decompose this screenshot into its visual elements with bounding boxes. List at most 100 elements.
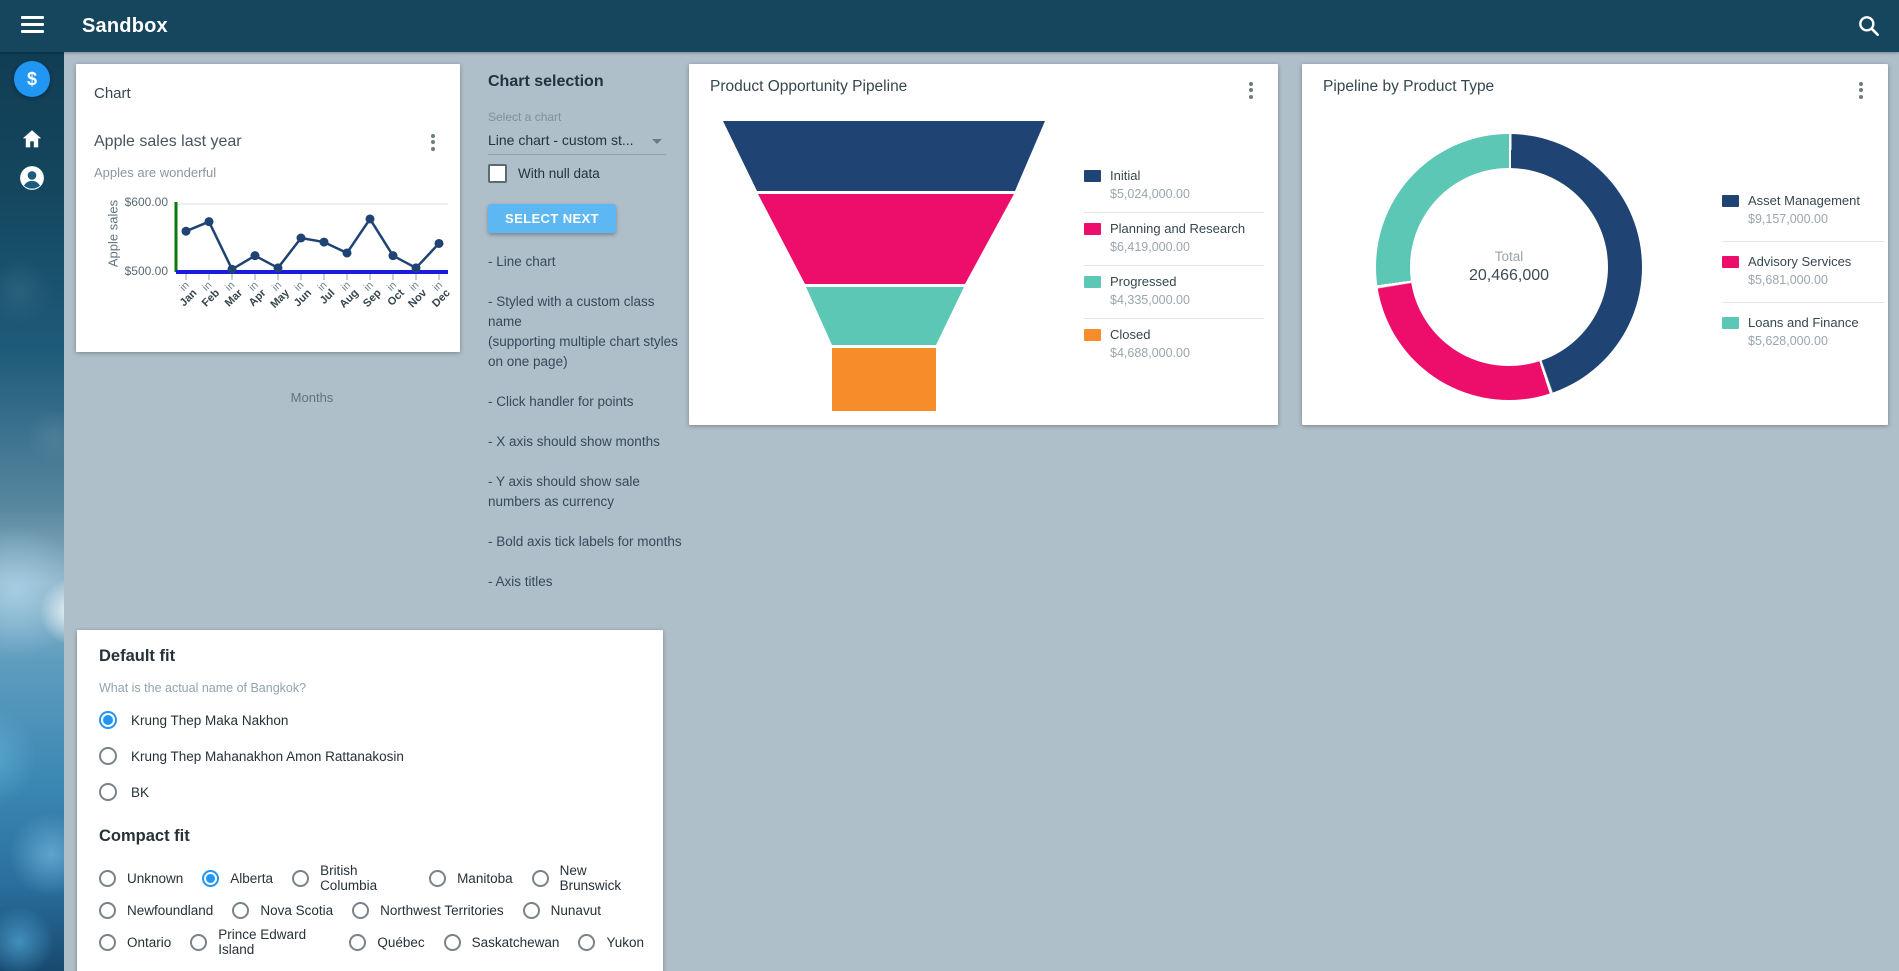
data-point-Mar[interactable] [227,264,237,274]
radio-option-nova-scotia[interactable]: Nova Scotia [232,894,333,926]
panel-title: Chart selection [488,73,604,90]
data-point-Oct[interactable] [388,251,398,261]
legend-value: $6,419,000.00 [1110,240,1190,254]
data-point-Aug[interactable] [342,248,352,258]
radio-option-ontario[interactable]: Ontario [99,926,171,958]
radio-icon [99,711,117,729]
card-title: Pipeline by Product Type [1323,78,1495,95]
radio-row: Ontario Prince Edward Island Québec Saskatc… [99,926,663,958]
legend-name: Progressed [1110,274,1177,289]
legend-name: Initial [1110,168,1141,183]
checkbox-label: With null data [518,166,600,181]
radio-icon [349,933,367,951]
radio-icon [99,933,116,951]
sidebar-item-account[interactable] [14,160,50,196]
search-button[interactable] [1856,13,1882,39]
legend-swatch-icon [1722,195,1739,207]
sidebar-item-home[interactable] [14,121,50,157]
radio-option-yukon[interactable]: Yukon [578,926,644,958]
radio-option-alberta[interactable]: Alberta [202,862,273,894]
legend-value: $9,157,000.00 [1748,212,1828,226]
legend-swatch-icon [1084,329,1101,341]
legend-value: $4,335,000.00 [1110,293,1190,307]
more-options-button[interactable] [1850,76,1872,100]
legend-name: Closed [1110,327,1151,342]
search-icon [1859,16,1879,36]
radio-label: Québec [377,934,425,950]
radio-label: Manitoba [457,870,513,886]
radio-option-nunavut[interactable]: Nunavut [522,894,601,926]
apple-chart-card: Chart Apple sales last year Apples are w… [76,64,460,405]
radio-icon [99,869,116,887]
data-point-Jul[interactable] [319,237,329,247]
chart-subtitle: Apples are wonderful [94,165,217,180]
legend-value: $4,688,000.00 [1110,346,1190,360]
radio-icon [531,869,549,887]
radio-icon [99,783,117,801]
data-point-Nov[interactable] [411,263,421,273]
legend-value: $5,681,000.00 [1748,273,1828,287]
sidebar-item-sales[interactable]: $ [14,61,50,97]
data-point-Apr[interactable] [250,251,260,261]
radio-label: BK [131,784,150,800]
note-item: - Click handler for points [488,394,634,409]
radio-option-british-columbia[interactable]: British Columbia [292,862,410,894]
data-point-Feb[interactable] [204,217,214,227]
radio-option-prince-edward-island[interactable]: Prince Edward Island [190,926,330,958]
radio-option-unknown[interactable]: Unknown [99,862,183,894]
line-chart-canvas[interactable] [172,200,452,284]
radio-option-qu-bec[interactable]: Québec [349,926,425,958]
legend-swatch-icon [1084,223,1101,235]
radio-icon [202,869,220,887]
funnel-card: Product Opportunity Pipeline Initial $5,0… [689,64,1278,425]
funnel-segment-progressed[interactable] [806,287,964,345]
note-item: - Y axis should show sale numbers as cur… [488,474,640,509]
data-point-Jun[interactable] [296,233,306,243]
data-point-May[interactable] [273,263,283,273]
chart-title: Apple sales last year [94,133,242,150]
chart-notes-list: - Line chart - Styled with a custom class… [488,252,686,612]
legend-swatch-icon [1722,256,1739,268]
funnel-segment-initial[interactable] [723,121,1045,191]
select-next-button[interactable]: SELECT NEXT [488,204,616,233]
note-item: - Axis titles [488,574,553,589]
note-item: - Line chart [488,254,556,269]
data-point-Dec[interactable] [434,238,444,248]
radio-option-newfoundland[interactable]: Newfoundland [99,894,213,926]
y-tick-500: $500.00 [124,264,168,278]
card-title: Product Opportunity Pipeline [710,78,908,95]
null-data-checkbox-row[interactable]: With null data [488,164,600,183]
radio-row: Newfoundland Nova Scotia Northwest Territo… [99,894,663,926]
radio-option-krung-thep-maka-nakhon[interactable]: Krung Thep Maka Nakhon [99,702,404,738]
donut-chart[interactable]: Total 20,466,000 [1376,134,1642,400]
legend-divider [1084,212,1264,213]
radio-option-northwest-territories[interactable]: Northwest Territories [352,894,504,926]
radio-option-new-brunswick[interactable]: New Brunswick [531,862,644,894]
funnel-segment-planning[interactable] [758,194,1014,284]
person-icon [20,166,44,190]
radio-option-bk[interactable]: BK [99,774,404,810]
legend-item: Closed $4,688,000.00 [1084,319,1264,371]
chart-select-dropdown[interactable]: Line chart - custom st... [488,128,666,155]
data-point-Jan[interactable] [181,226,191,236]
donut-total-label: Total [1494,249,1524,264]
data-point-Sep[interactable] [365,214,375,224]
menu-button[interactable] [21,16,45,36]
radio-label: Unknown [127,870,184,886]
default-fit-title: Default fit [99,647,176,665]
radio-icon [99,901,116,919]
radio-option-krung-thep-mahanakhon-amon-rattanakosin[interactable]: Krung Thep Mahanakhon Amon Rattanakosin [99,738,404,774]
radio-option-manitoba[interactable]: Manitoba [429,862,513,894]
x-axis-labels: in Jan in Feb in Mar in Apr in May in Jun in Jul in Aug… [76,279,460,344]
legend-item: Asset Management $9,157,000.00 [1722,181,1884,241]
radio-label: Ontario [127,934,172,950]
more-options-button[interactable] [422,128,444,152]
more-options-button[interactable] [1240,76,1262,100]
dropdown-value: Line chart - custom st... [488,132,634,148]
checkbox-icon[interactable] [488,164,507,183]
y-tick-600: $600.00 [124,195,168,209]
funnel-segment-closed[interactable] [832,348,936,411]
radio-label: Prince Edward Island [218,927,307,957]
radio-option-saskatchewan[interactable]: Saskatchewan [443,926,559,958]
